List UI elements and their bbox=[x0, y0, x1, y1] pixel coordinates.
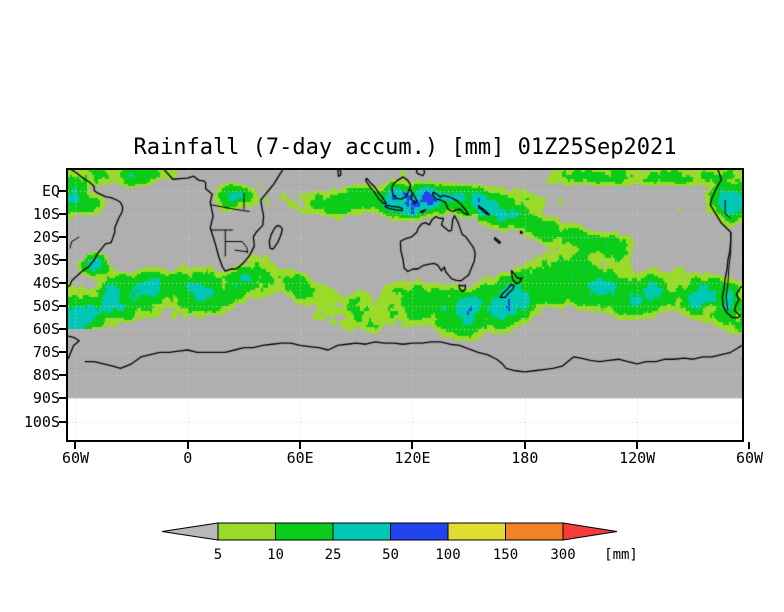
lat-tick-label: 50S bbox=[32, 297, 60, 316]
lon-tick-label: 0 bbox=[183, 449, 193, 467]
lat-tick-mark bbox=[59, 374, 66, 377]
lon-tick-label: 60W bbox=[61, 449, 90, 467]
lon-tick-label: 180 bbox=[511, 449, 539, 467]
lon-tick-mark bbox=[523, 442, 526, 449]
colorbar-segment-3 bbox=[332, 522, 391, 541]
lat-tick-label: 40S bbox=[32, 274, 60, 293]
lat-tick-mark bbox=[59, 420, 66, 423]
lon-tick-label: 120E bbox=[394, 449, 431, 467]
colorbar-under-arrow bbox=[161, 522, 219, 541]
lon-tick-label: 120W bbox=[619, 449, 656, 467]
colorbar-segment-2 bbox=[275, 522, 334, 541]
lon-tick-label: 60E bbox=[286, 449, 314, 467]
lat-tick-label: 60S bbox=[32, 320, 60, 339]
lat-tick-mark bbox=[59, 189, 66, 192]
colorbar-unit-label: [mm] bbox=[604, 547, 638, 563]
lat-tick-label: 100S bbox=[23, 412, 60, 431]
colorbar-label-50: 50 bbox=[382, 547, 399, 563]
lat-tick-mark bbox=[59, 282, 66, 285]
lat-tick-label: 20S bbox=[32, 227, 60, 246]
lat-tick-mark bbox=[59, 328, 66, 331]
lat-tick-mark bbox=[59, 397, 66, 400]
lon-tick-mark bbox=[74, 442, 77, 449]
colorbar-label-300: 300 bbox=[550, 547, 575, 563]
lon-tick-mark bbox=[299, 442, 302, 449]
lat-tick-label: EQ bbox=[41, 181, 60, 200]
lat-tick-label: 80S bbox=[32, 366, 60, 385]
lat-tick-label: 10S bbox=[32, 204, 60, 223]
lat-tick-mark bbox=[59, 259, 66, 261]
colorbar-legend: 5 10 25 50 100 150 300 [mm] bbox=[161, 522, 638, 563]
lat-tick-label: 70S bbox=[32, 343, 60, 362]
rainfall-heatmap-canvas bbox=[68, 170, 742, 440]
lat-tick-label: 30S bbox=[32, 251, 60, 269]
chart-title: Rainfall (7-day accum.) [mm] 01Z25Sep202… bbox=[133, 135, 677, 160]
colorbar-label-100: 100 bbox=[435, 547, 460, 563]
colorbar-segment-6 bbox=[505, 522, 564, 541]
lat-tick-label: 90S bbox=[32, 389, 60, 408]
colorbar-segment-1 bbox=[217, 522, 276, 541]
lon-tick-mark bbox=[411, 442, 414, 449]
colorbar-segment-5 bbox=[447, 522, 506, 541]
colorbar-over-arrow bbox=[562, 522, 618, 541]
colorbar-label-25: 25 bbox=[325, 547, 342, 563]
colorbar-label-5: 5 bbox=[214, 547, 222, 563]
lon-tick-mark bbox=[748, 442, 751, 449]
lon-tick-label: 60W bbox=[735, 449, 764, 467]
lat-tick-mark bbox=[59, 351, 66, 354]
colorbar-label-150: 150 bbox=[493, 547, 518, 563]
colorbar-label-10: 10 bbox=[267, 547, 284, 563]
lat-tick-mark bbox=[59, 305, 66, 308]
lat-tick-mark bbox=[59, 235, 66, 238]
lon-tick-mark bbox=[636, 442, 639, 449]
lon-tick-mark bbox=[186, 442, 189, 449]
colorbar-segment-4 bbox=[390, 522, 449, 541]
lat-tick-mark bbox=[59, 212, 66, 215]
